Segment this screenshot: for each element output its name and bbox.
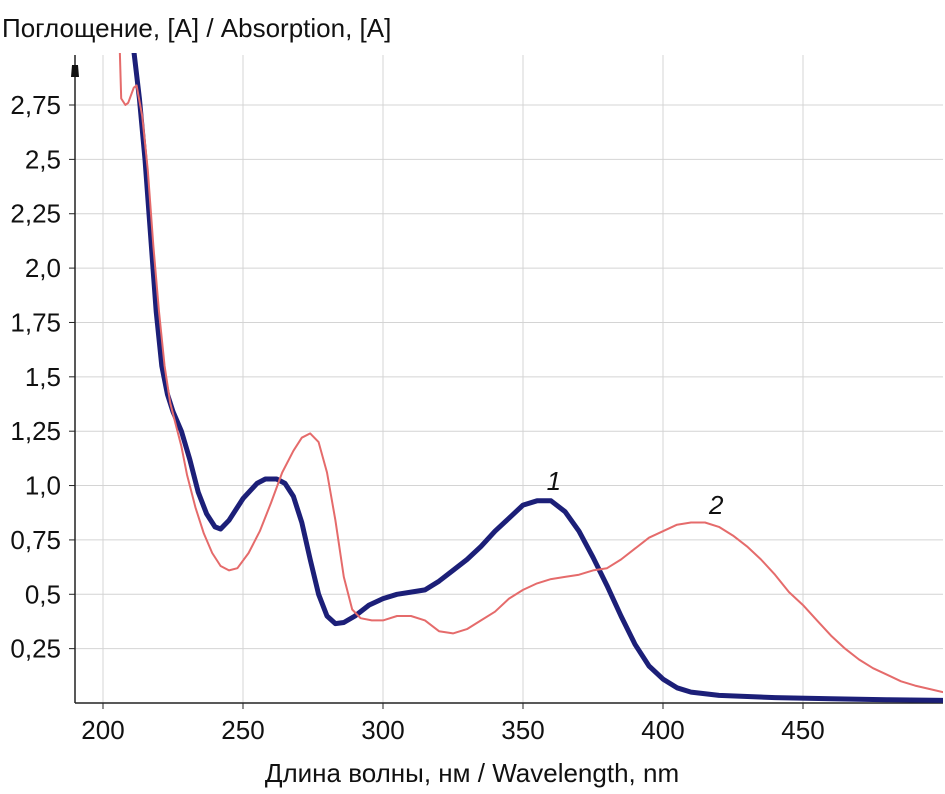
y-tick-label: 0,25 <box>10 634 61 664</box>
y-tick-label: 1,0 <box>25 471 61 501</box>
y-tick-label: 2,5 <box>25 144 61 174</box>
x-tick-label: 200 <box>81 715 124 745</box>
y-tick-label: 2,0 <box>25 253 61 283</box>
y-tick-label: 1,75 <box>10 307 61 337</box>
series-group <box>118 53 943 703</box>
series-2-line <box>118 53 943 694</box>
x-tick-label: 350 <box>501 715 544 745</box>
y-axis-label: Поглощение, [A] / Absorption, [A] <box>2 13 391 43</box>
y-tick-label: 1,25 <box>10 416 61 446</box>
y-tick-label: 0,5 <box>25 579 61 609</box>
x-tick-label: 450 <box>781 715 824 745</box>
curve-label-2: 2 <box>708 490 724 520</box>
curve-label-1: 1 <box>547 466 561 496</box>
y-tick-label: 0,75 <box>10 525 61 555</box>
y-tick-label: 1,5 <box>25 362 61 392</box>
y-tick-label: 2,75 <box>10 90 61 120</box>
y-axis-arrow-marker <box>71 65 79 77</box>
y-tick-label: 2,25 <box>10 199 61 229</box>
plot-area: 200 250 300 350 400 450 0,25 0,5 0,75 1,0 1,25 1,5 1… <box>10 53 943 745</box>
x-axis-label: Длина волны, нм / Wavelength, nm <box>265 758 679 788</box>
x-tick-label: 300 <box>361 715 404 745</box>
x-tick-label: 250 <box>221 715 264 745</box>
series-1-line <box>131 53 943 703</box>
x-tick-label: 400 <box>641 715 684 745</box>
